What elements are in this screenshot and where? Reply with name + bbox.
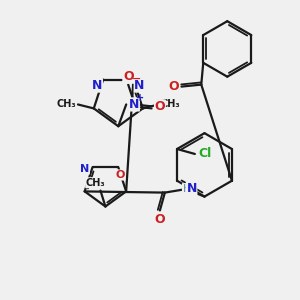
Text: CH₃: CH₃	[56, 100, 76, 110]
Text: +: +	[136, 94, 144, 103]
Text: O: O	[154, 100, 165, 113]
Text: N: N	[129, 98, 139, 111]
Text: N: N	[92, 79, 102, 92]
Text: H: H	[182, 184, 191, 194]
Text: Cl: Cl	[198, 148, 212, 160]
Text: −: −	[131, 74, 141, 84]
Text: N: N	[80, 164, 89, 174]
Text: N: N	[186, 182, 197, 195]
Text: CH₃: CH₃	[161, 100, 180, 110]
Text: O: O	[168, 80, 179, 93]
Text: O: O	[154, 213, 165, 226]
Text: O: O	[123, 70, 134, 83]
Text: N: N	[134, 79, 145, 92]
Text: O: O	[116, 170, 125, 180]
Text: CH₃: CH₃	[86, 178, 105, 188]
